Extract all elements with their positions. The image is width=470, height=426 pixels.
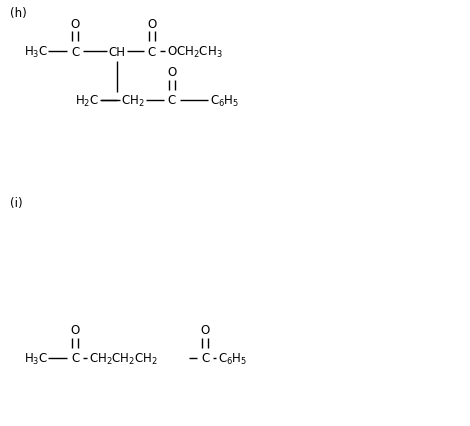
Text: C: C [148, 46, 156, 58]
Text: (h): (h) [10, 7, 27, 20]
Text: (i): (i) [10, 196, 23, 210]
Text: C: C [168, 94, 176, 107]
Text: $\mathregular{H_3C}$: $\mathregular{H_3C}$ [24, 44, 48, 59]
Text: O: O [148, 17, 157, 30]
Text: $\mathregular{C_6H_5}$: $\mathregular{C_6H_5}$ [218, 351, 247, 366]
Text: O: O [70, 324, 79, 337]
Text: $\mathregular{H_2C}$: $\mathregular{H_2C}$ [75, 93, 99, 108]
Text: $\mathregular{H_3C}$: $\mathregular{H_3C}$ [24, 351, 48, 366]
Text: O: O [200, 324, 210, 337]
Text: C: C [71, 352, 79, 365]
Text: C: C [71, 46, 79, 58]
Text: $\mathregular{CH_2CH_2CH_2}$: $\mathregular{CH_2CH_2CH_2}$ [89, 351, 158, 366]
Text: O: O [70, 17, 79, 30]
Text: $\mathregular{OCH_2CH_3}$: $\mathregular{OCH_2CH_3}$ [167, 44, 223, 59]
Text: $\mathregular{CH_2}$: $\mathregular{CH_2}$ [121, 93, 145, 108]
Text: O: O [167, 66, 177, 79]
Text: CH: CH [109, 46, 125, 58]
Text: $\mathregular{C_6H_5}$: $\mathregular{C_6H_5}$ [210, 93, 239, 108]
Text: C: C [201, 352, 209, 365]
